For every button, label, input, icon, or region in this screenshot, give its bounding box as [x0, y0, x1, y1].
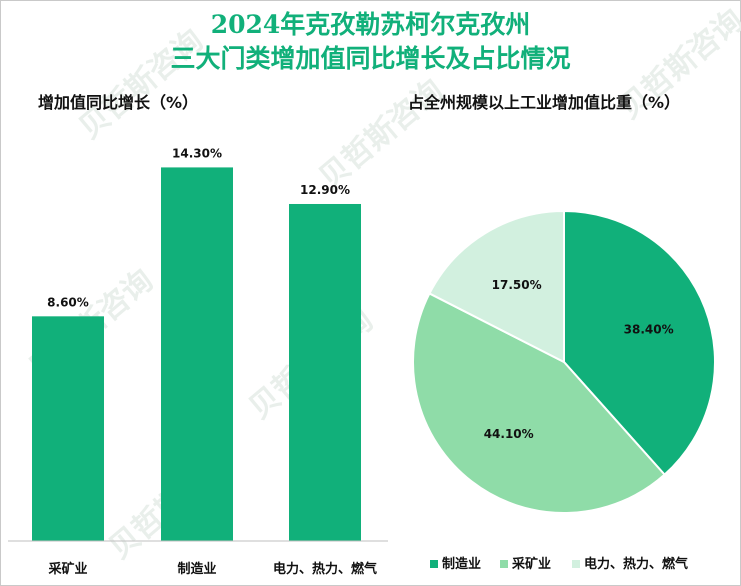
bar-chart: 8.60% 采矿业 14.30% 制造业 12.90% 电力、热力、燃气	[8, 146, 388, 577]
bar-value-label: 12.90%	[300, 183, 350, 197]
category-label: 制造业	[177, 561, 216, 577]
pie-legend: 制造业 采矿业 电力、热力、燃气	[430, 556, 688, 572]
category-label: 电力、热力、燃气	[273, 561, 377, 577]
chart-title-line2: 三大门类增加值同比增长及占比情况	[170, 44, 571, 73]
legend-label: 制造业	[442, 556, 481, 572]
bar	[289, 203, 361, 542]
pie-value-label: 17.50%	[492, 278, 542, 292]
legend-swatch	[500, 560, 508, 568]
pie-chart-title: 占全州规模以上工业增加值比重（%）	[408, 93, 681, 112]
pie-chart: 38.40% 44.10% 17.50%	[412, 209, 716, 514]
legend-label: 电力、热力、燃气	[584, 556, 688, 572]
bar	[161, 167, 233, 541]
bar-value-label: 8.60%	[47, 295, 89, 309]
bar	[32, 316, 104, 541]
pie-value-label: 44.10%	[484, 427, 534, 441]
legend-swatch	[430, 560, 438, 568]
bar-value-label: 14.30%	[172, 146, 222, 160]
pie-slice	[563, 209, 716, 477]
category-label: 采矿业	[47, 561, 87, 577]
pie-slice	[412, 292, 666, 514]
pie-slice	[428, 209, 565, 364]
bar-chart-title: 增加值同比增长（%）	[38, 93, 199, 112]
legend-swatch	[572, 560, 580, 568]
legend-label: 采矿业	[511, 556, 551, 572]
pie-value-label: 38.40%	[624, 323, 674, 337]
chart-title-line1: 2024年克孜勒苏柯尔克孜州	[210, 10, 531, 39]
